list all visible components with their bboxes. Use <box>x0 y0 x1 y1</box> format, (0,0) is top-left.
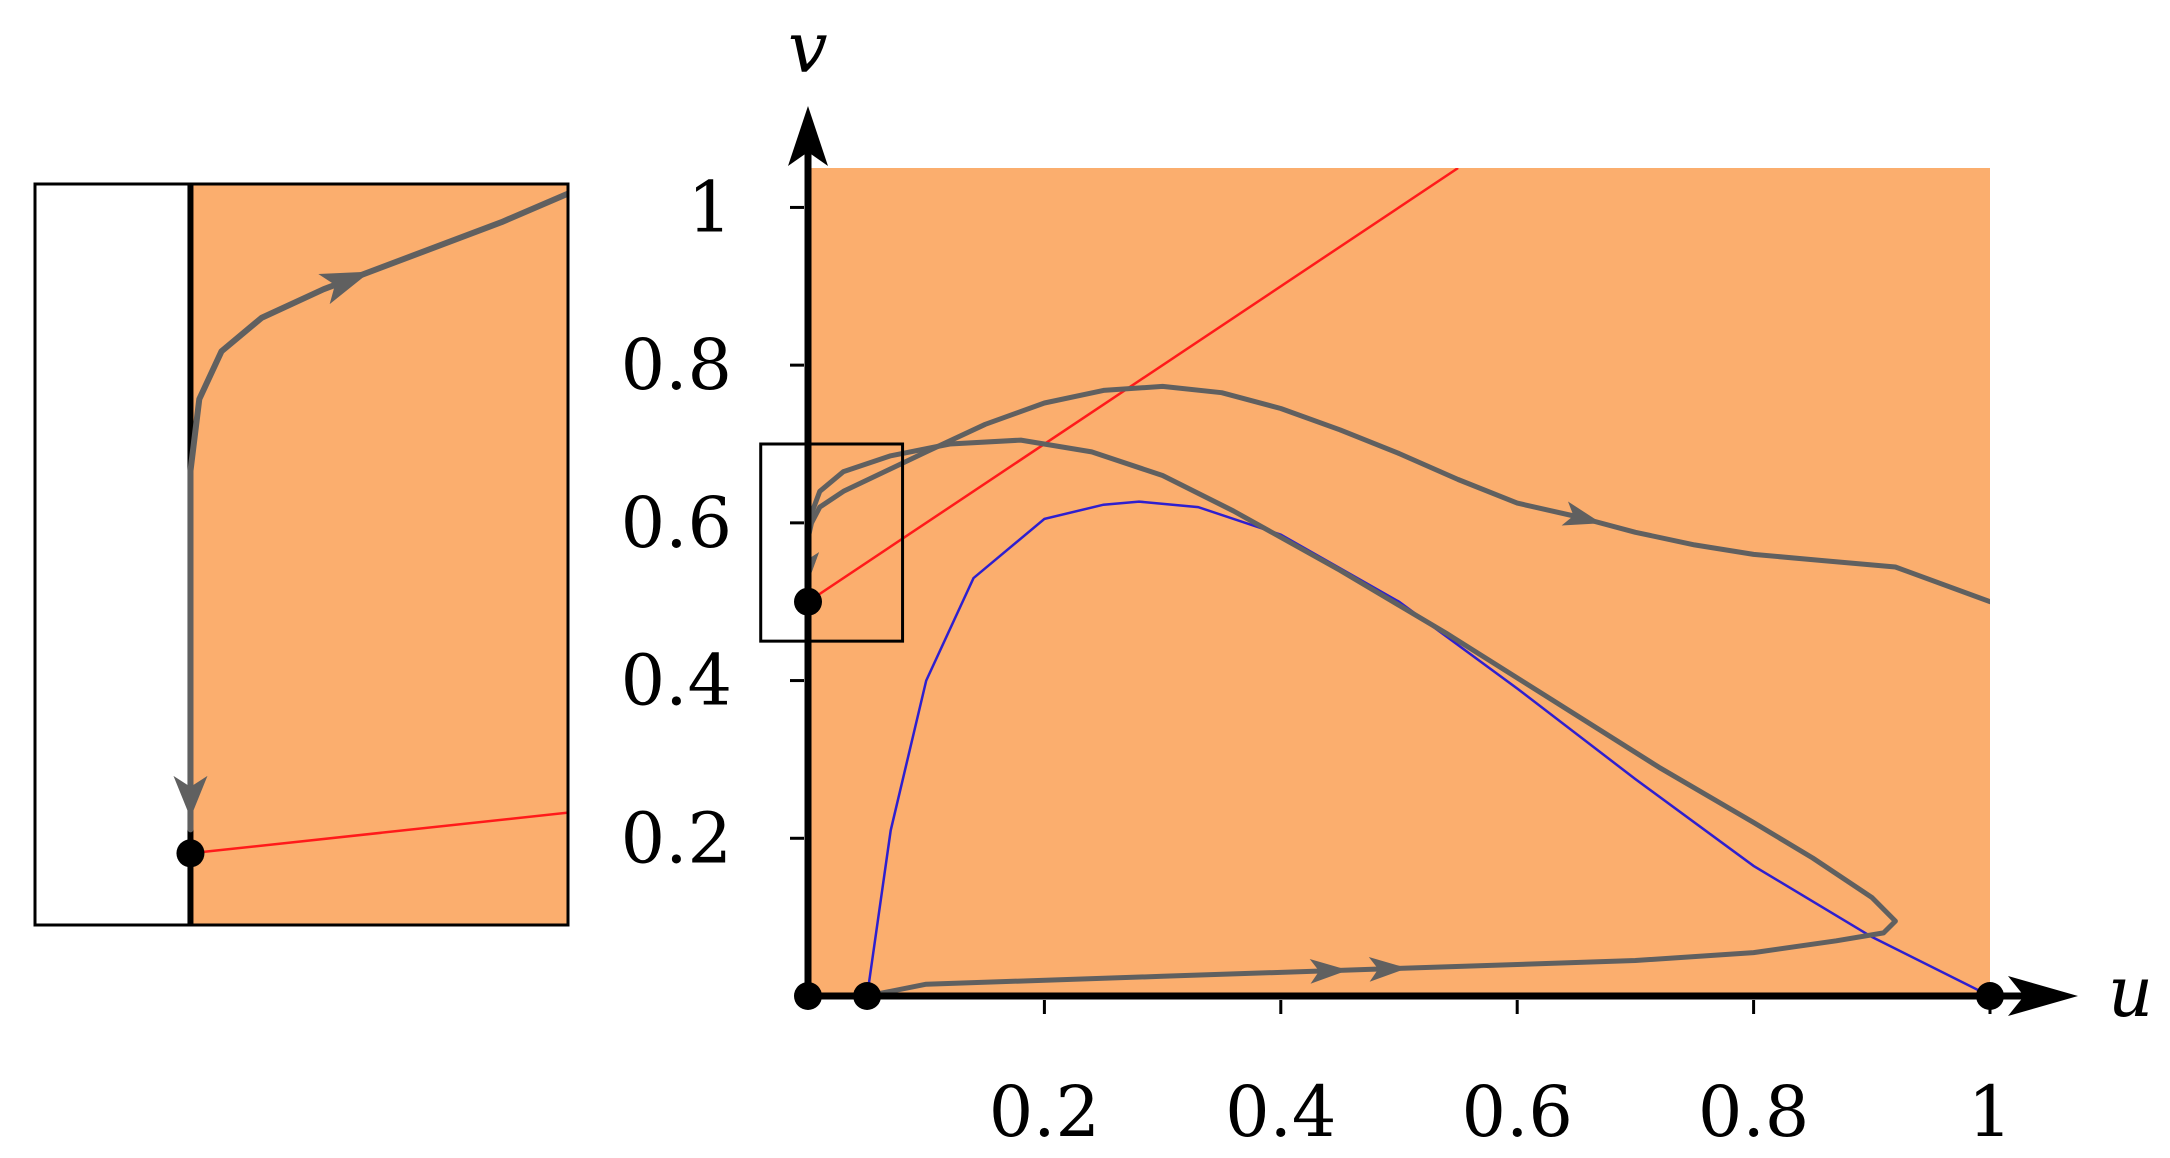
inset-window-box <box>759 442 905 643</box>
inset-curves <box>173 184 568 925</box>
inset-down-arrow <box>173 775 208 818</box>
inset-trajectory-arrow <box>318 271 371 305</box>
main-axes <box>788 106 2078 1016</box>
equilibrium-point <box>1976 982 2004 1010</box>
x-tick-label: 0.2 <box>989 1071 1100 1153</box>
red-nullcline-line <box>808 168 1459 603</box>
x-tick-label: 0.8 <box>1698 1071 1809 1153</box>
main-ticks: 0.2 0.4 0.6 0.8 1 0.2 0.4 0.6 0.8 1 <box>621 166 2013 1153</box>
main-curves <box>808 168 1990 996</box>
inset-trajectory <box>187 190 568 833</box>
y-axis-arrowhead <box>788 106 828 166</box>
y-tick-label: 0.8 <box>621 324 732 406</box>
inset-plot <box>33 182 570 927</box>
main-plot: 0.2 0.4 0.6 0.8 1 0.2 0.4 0.6 0.8 1 u v <box>621 7 2153 1153</box>
y-tick-label: 1 <box>687 166 732 248</box>
trajectory-arrow <box>1368 957 1408 982</box>
y-tick-label: 0.2 <box>621 797 732 879</box>
trajectory-arrow <box>1561 501 1602 526</box>
y-tick-label: 0.4 <box>621 640 732 722</box>
inset-equilibrium-point <box>176 839 205 868</box>
x-tick-label: 1 <box>1968 1071 2013 1153</box>
equilibrium-point <box>794 982 822 1010</box>
trajectory-1 <box>808 383 1990 605</box>
x-axis-arrowhead <box>2008 976 2078 1016</box>
x-tick-label: 0.6 <box>1462 1071 1573 1153</box>
x-tick-label: 0.4 <box>1225 1071 1336 1153</box>
blue-nullcline-line <box>865 500 1990 996</box>
inset-frame <box>33 182 570 927</box>
trajectory-2 <box>808 437 1898 996</box>
equilibrium-point <box>853 982 882 1010</box>
main-equilibria <box>794 587 2004 1010</box>
equilibrium-point <box>794 587 822 616</box>
x-axis-label: u <box>2108 951 2153 1033</box>
inset-shaded-region <box>190 184 569 925</box>
y-axis-label: v <box>788 7 828 89</box>
shaded-region <box>808 168 1990 996</box>
y-tick-label: 0.6 <box>621 482 732 564</box>
trajectory-arrow <box>1309 959 1349 984</box>
